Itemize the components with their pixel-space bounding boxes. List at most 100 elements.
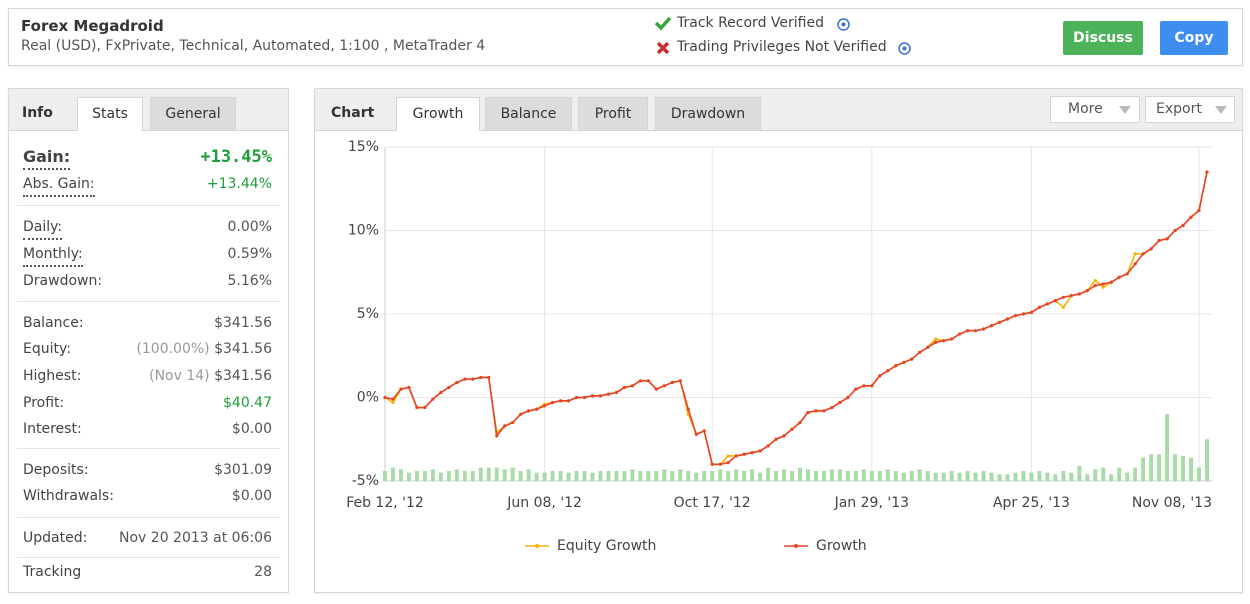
volume-bar [1117, 467, 1122, 481]
volume-bar [694, 472, 699, 481]
line-point [1173, 228, 1177, 233]
line-point [1149, 247, 1153, 251]
y-tick-label: 10% [348, 223, 379, 239]
stat-row: Equity: (100.00%) $341.56 [23, 338, 272, 360]
stat-row: Interest: $0.00 [23, 418, 272, 440]
volume-bar [1021, 470, 1026, 481]
stat-value-text: $0.00 [231, 421, 272, 437]
volume-bar [702, 470, 707, 481]
line-point [383, 395, 387, 400]
stat-row: Withdrawals: $0.00 [23, 485, 272, 507]
discuss-button[interactable]: Discuss [1063, 21, 1143, 55]
volume-bar [398, 469, 403, 481]
profit-tab[interactable]: Profit [578, 97, 648, 130]
line-point [997, 320, 1002, 324]
volume-bar [718, 469, 723, 481]
dropdown-arrow [1119, 106, 1131, 114]
volume-bar [774, 470, 779, 481]
line-point [902, 360, 906, 365]
line-point [1109, 280, 1113, 284]
volume-bar [1101, 467, 1106, 481]
volume-bar [925, 470, 930, 481]
volume-bar [422, 470, 427, 481]
growth-tab[interactable]: Growth [396, 97, 480, 131]
line-point [1165, 237, 1169, 241]
stat-label: Updated: [23, 530, 88, 546]
volume-bar [470, 470, 475, 481]
volume-bar [813, 470, 818, 481]
stat-label: Equity: [23, 341, 71, 357]
dropdown-arrow [1215, 106, 1227, 114]
copy-button[interactable]: Copy [1160, 21, 1228, 55]
line-point [678, 379, 682, 383]
legend-marker [794, 544, 798, 548]
help-icon[interactable] [837, 18, 850, 31]
volume-bar [1133, 467, 1138, 481]
stat-row: Daily: 0.00% [23, 216, 272, 240]
line-point [766, 444, 770, 448]
volume-bar [1157, 454, 1162, 481]
line-point [511, 420, 515, 425]
cross-icon [656, 41, 670, 55]
info-tab-bar [9, 89, 288, 131]
line-point [630, 384, 634, 388]
general-tab[interactable]: General [150, 97, 236, 130]
line-point [878, 374, 882, 378]
stat-value-text: 0.59% [227, 246, 272, 262]
line-point [415, 405, 419, 410]
stat-row: Tracking 28 [23, 561, 272, 583]
line-point [973, 329, 978, 333]
line-point [694, 432, 698, 436]
more-menu[interactable]: More [1050, 96, 1140, 123]
line-point [814, 409, 818, 413]
line-point [1101, 285, 1105, 289]
drawdown-tab[interactable]: Drawdown [655, 97, 761, 130]
line-point [1037, 305, 1042, 309]
line-point [566, 399, 571, 403]
line-point [407, 385, 411, 390]
stat-value-text: $341.56 [214, 341, 272, 357]
export-label: Export [1156, 101, 1202, 117]
volume-bar [1189, 457, 1194, 481]
line-point [774, 437, 778, 441]
balance-tab[interactable]: Balance [485, 97, 572, 130]
volume-bar [462, 470, 467, 481]
volume-bar [877, 470, 882, 481]
stat-value: $301.09 [214, 459, 272, 481]
line-point [1157, 238, 1161, 243]
help-icon[interactable] [898, 42, 911, 55]
line-point [726, 461, 730, 465]
line-point [582, 395, 587, 400]
line-point [662, 384, 666, 388]
volume-bar [997, 474, 1002, 481]
volume-bar [478, 467, 483, 481]
line-series [384, 171, 1208, 466]
volume-bar [582, 470, 587, 481]
stat-value: $0.00 [232, 485, 272, 507]
stat-row: Drawdown: 5.16% [23, 270, 272, 292]
line-point [950, 337, 954, 341]
stats-tab[interactable]: Stats [77, 97, 143, 131]
line-point [686, 407, 690, 411]
volume-bar [598, 470, 603, 481]
volume-bar [734, 469, 739, 481]
line-point [750, 451, 754, 455]
line-point [1197, 208, 1201, 213]
stat-value: +13.44% [207, 173, 272, 195]
line-point [1045, 302, 1049, 306]
stat-value: 0.00% [228, 216, 272, 238]
line-point [854, 387, 858, 391]
stat-value-text: +13.45% [200, 147, 272, 167]
volume-bar [805, 469, 810, 481]
title: Forex Megadroid [21, 17, 164, 35]
volume-bar [1149, 454, 1154, 481]
line-point [1205, 170, 1209, 174]
line-point [1189, 215, 1193, 219]
line-point [598, 394, 603, 398]
line-point [487, 375, 491, 380]
line-point [726, 454, 730, 458]
volume-bar [710, 470, 715, 481]
volume-bar [1037, 470, 1042, 481]
export-menu[interactable]: Export [1145, 96, 1235, 123]
